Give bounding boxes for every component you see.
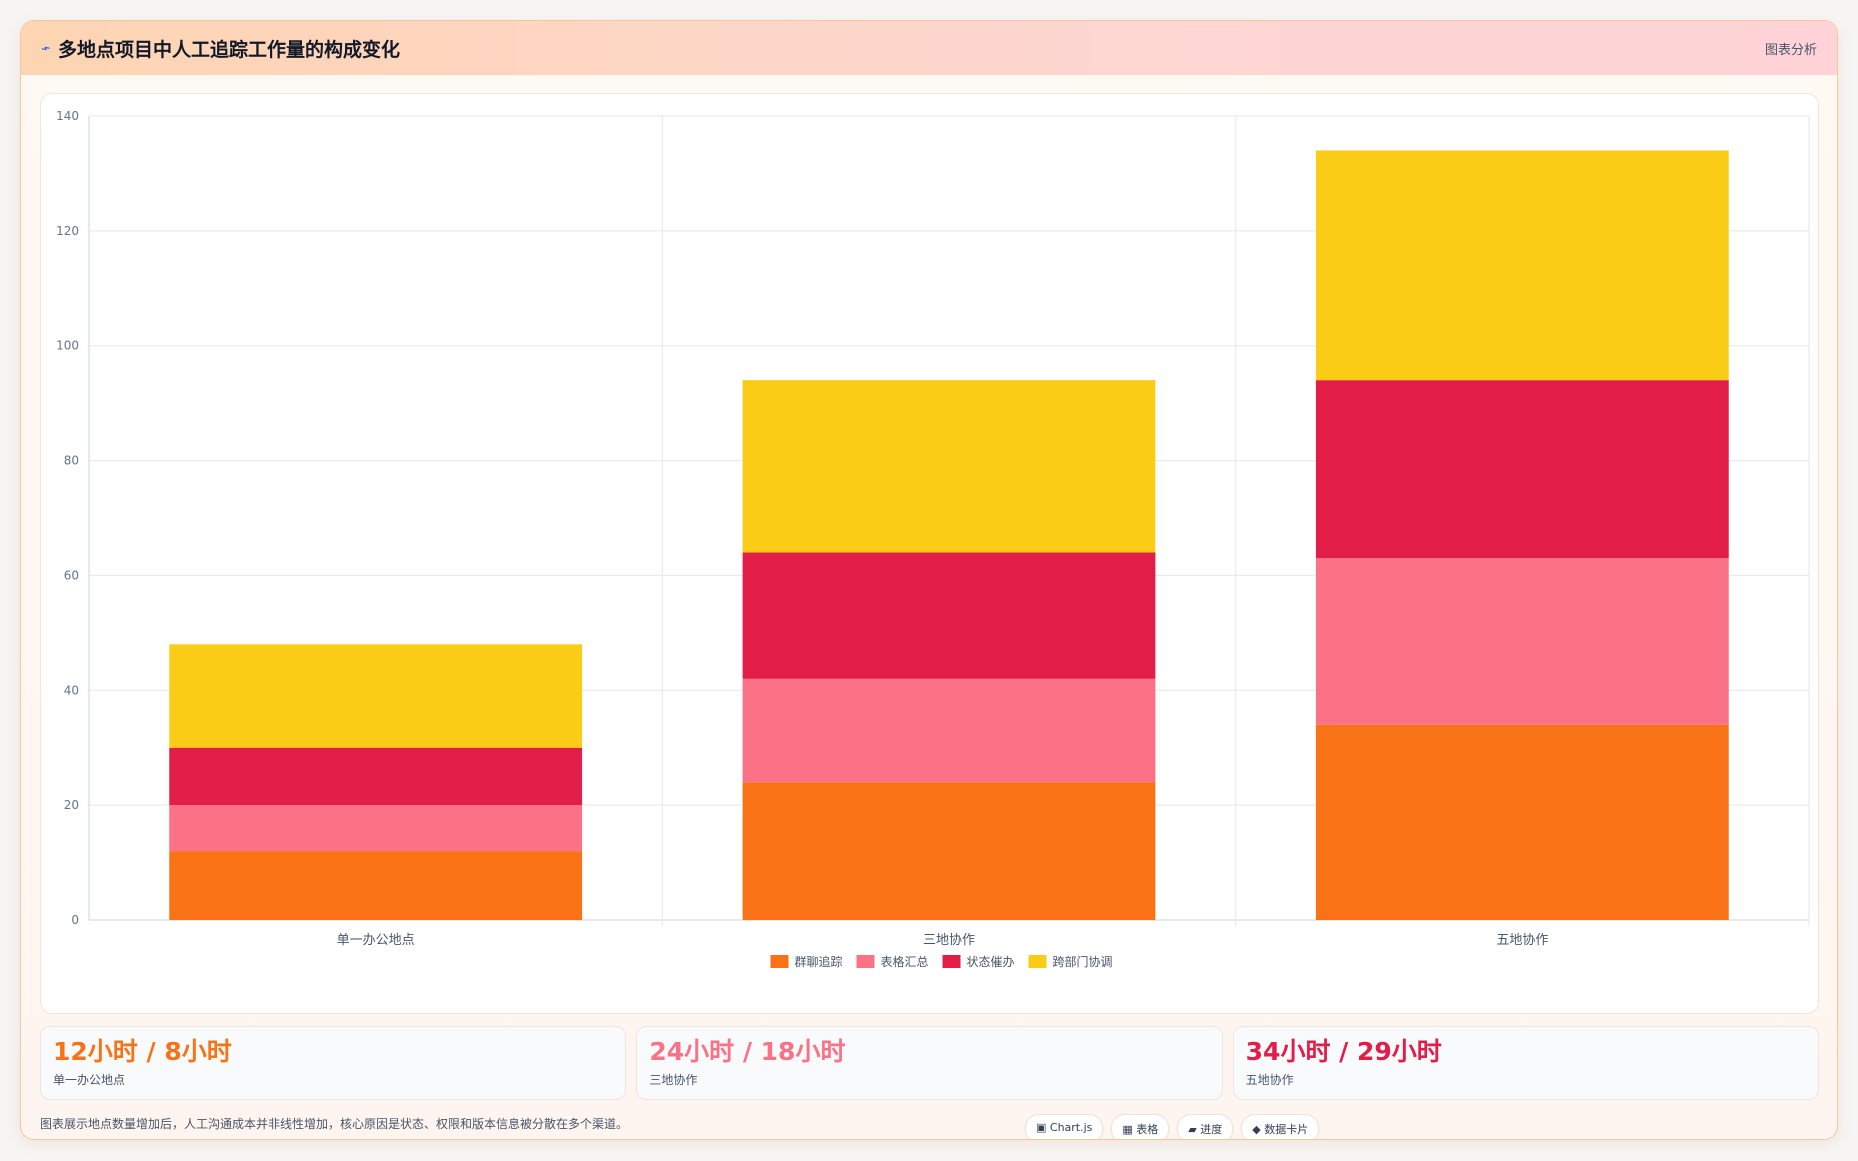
- bar-segment: [742, 380, 1156, 553]
- bar-segment: [1315, 724, 1729, 920]
- legend-label: 状态催办: [967, 954, 1015, 969]
- legend-label: 表格汇总: [881, 954, 929, 969]
- tech-chips: ▣ Chart.js ▦ 表格 ▰ 进度 ◆ 数据卡片: [1025, 1114, 1320, 1139]
- chip-data-card[interactable]: ◆ 数据卡片: [1241, 1114, 1320, 1139]
- x-tick-label: 三地协作: [923, 933, 975, 948]
- chip-table[interactable]: ▦ 表格: [1111, 1114, 1170, 1139]
- legend-label: 群聊追踪: [795, 954, 843, 969]
- stat-row: 12小时 / 8小时 单一办公地点 24小时 / 18小时 三地协作 34小时 …: [40, 1026, 1819, 1100]
- stat-card-three: 24小时 / 18小时 三地协作: [636, 1026, 1223, 1100]
- y-tick-label: 100: [56, 339, 79, 353]
- stat-label: 单一办公地点: [53, 1073, 126, 1087]
- legend-swatch: [942, 955, 961, 968]
- legend-label: 跨部门协调: [1053, 954, 1113, 969]
- y-tick-label: 80: [64, 454, 79, 468]
- bar-segment: [1315, 380, 1729, 559]
- page-title: 多地点项目中人工追踪工作量的构成变化: [58, 38, 401, 61]
- chart-card: ⌁ 多地点项目中人工追踪工作量的构成变化 图表分析 0 20 40 60 80 100 12…: [20, 20, 1838, 1140]
- bar-segment: [742, 782, 1156, 920]
- y-tick-label: 120: [56, 224, 79, 238]
- stat-card-five: 34小时 / 29小时 五地协作: [1232, 1026, 1819, 1100]
- chart-area: 0 20 40 60 80 100 120 140 单一办公地点 三地协作 五地协作群聊追踪 表格汇总…: [40, 93, 1819, 1014]
- flash-icon: ⌁: [38, 37, 53, 59]
- card-header: ⌁ 多地点项目中人工追踪工作量的构成变化 图表分析: [21, 21, 1837, 75]
- y-tick-label: 20: [64, 798, 79, 812]
- bar-segment: [742, 678, 1156, 783]
- chip-progress[interactable]: ▰ 进度: [1177, 1114, 1234, 1139]
- stat-value: 24小时 / 18小时: [649, 1037, 846, 1066]
- bar-segment: [1315, 558, 1729, 725]
- chip-chartjs[interactable]: ▣ Chart.js: [1025, 1114, 1104, 1139]
- stat-label: 五地协作: [1245, 1073, 1294, 1087]
- stat-value: 12小时 / 8小时: [53, 1037, 232, 1066]
- bar-segment: [1315, 150, 1729, 381]
- y-tick-label: 0: [71, 913, 79, 927]
- footer-note: 图表展示地点数量增加后，人工沟通成本并非线性增加，核心原因是状态、权限和版本信息…: [40, 1117, 629, 1131]
- legend-swatch: [1028, 955, 1047, 968]
- x-tick-label: 单一办公地点: [337, 933, 415, 948]
- legend-swatch: [770, 955, 789, 968]
- y-tick-label: 140: [56, 109, 79, 123]
- y-tick-label: 60: [64, 568, 79, 582]
- bar-segment: [742, 552, 1156, 679]
- bar-segment: [169, 851, 583, 920]
- bar-segment: [169, 747, 583, 806]
- stat-value: 34小时 / 29小时: [1245, 1037, 1442, 1066]
- bar-segment: [169, 805, 583, 852]
- stat-card-single: 12小时 / 8小时 单一办公地点: [40, 1026, 627, 1100]
- bar-segment: [169, 644, 583, 748]
- header-tag: 图表分析: [1764, 42, 1817, 58]
- y-tick-label: 40: [64, 683, 79, 697]
- stat-label: 三地协作: [649, 1073, 698, 1087]
- x-tick-label: 五地协作: [1496, 933, 1548, 948]
- legend-swatch: [856, 955, 875, 968]
